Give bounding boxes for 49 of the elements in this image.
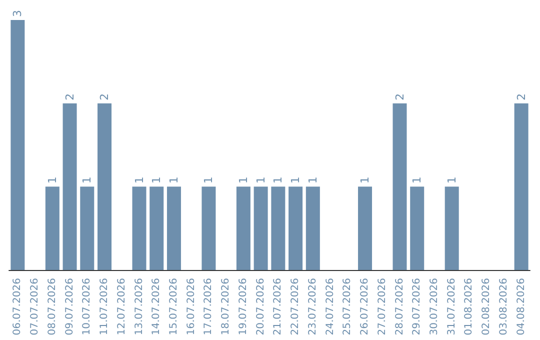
data-label: 2 bbox=[514, 93, 528, 100]
x-tick-label: 02.08.2026 bbox=[481, 278, 492, 336]
x-tick-label: 04.08.2026 bbox=[516, 278, 527, 336]
data-label: 1 bbox=[358, 176, 372, 184]
x-tick-label: 06.07.2026 bbox=[12, 278, 24, 336]
x-tick-label: 01.08.2026 bbox=[464, 278, 475, 336]
data-label: 1 bbox=[306, 176, 320, 184]
data-label: 1 bbox=[132, 176, 146, 184]
x-tick-label: 14.07.2026 bbox=[151, 278, 162, 336]
data-label: 2 bbox=[393, 93, 406, 100]
x-tick-label: 03.08.2026 bbox=[498, 278, 510, 336]
data-label: 2 bbox=[98, 93, 112, 100]
x-tick-label: 25.07.2026 bbox=[342, 278, 354, 336]
data-label: 1 bbox=[289, 176, 302, 184]
x-tick-label: 31.07.2026 bbox=[446, 278, 458, 336]
x-tick-label: 15.07.2026 bbox=[168, 278, 180, 336]
data-label: 1 bbox=[272, 176, 285, 184]
x-tick-label: 28.07.2026 bbox=[394, 278, 406, 336]
data-label: 3 bbox=[11, 10, 24, 17]
data-label: 1 bbox=[236, 176, 250, 184]
data-label: 1 bbox=[445, 176, 458, 184]
x-tick-label: 16.07.2026 bbox=[186, 278, 197, 336]
x-tick-label: 07.07.2026 bbox=[30, 278, 41, 336]
data-label: 1 bbox=[202, 176, 216, 184]
x-tick-label: 12.07.2026 bbox=[116, 278, 128, 336]
x-tick-label: 22.07.2026 bbox=[290, 278, 302, 336]
x-tick-label: 29.07.2026 bbox=[412, 278, 423, 336]
data-label: 2 bbox=[63, 93, 76, 100]
x-tick-label: 23.07.2026 bbox=[307, 278, 318, 336]
x-tick-label: 19.07.2026 bbox=[238, 278, 249, 336]
x-tick-label: 26.07.2026 bbox=[360, 278, 371, 336]
data-label: 1 bbox=[46, 176, 59, 184]
x-tick-label: 24.07.2026 bbox=[324, 278, 336, 336]
x-tick-label: 20.07.2026 bbox=[255, 278, 266, 336]
data-label: 1 bbox=[150, 176, 164, 184]
data-label: 1 bbox=[80, 176, 94, 184]
x-tick-label: 08.07.2026 bbox=[46, 278, 58, 336]
x-tick-label: 10.07.2026 bbox=[82, 278, 93, 336]
x-tick-label: 27.07.2026 bbox=[376, 278, 388, 336]
data-label: 1 bbox=[254, 176, 268, 184]
x-tick-label: 11.07.2026 bbox=[99, 278, 110, 336]
x-tick-label: 13.07.2026 bbox=[134, 278, 145, 336]
data-label: 1 bbox=[410, 176, 424, 184]
x-tick-label: 21.07.2026 bbox=[272, 278, 284, 336]
x-tick-label: 09.07.2026 bbox=[64, 278, 76, 336]
x-tick-label: 30.07.2026 bbox=[428, 278, 440, 336]
x-tick-label: 17.07.2026 bbox=[203, 278, 214, 336]
data-label: 1 bbox=[167, 176, 180, 184]
x-tick-label: 18.07.2026 bbox=[220, 278, 232, 336]
